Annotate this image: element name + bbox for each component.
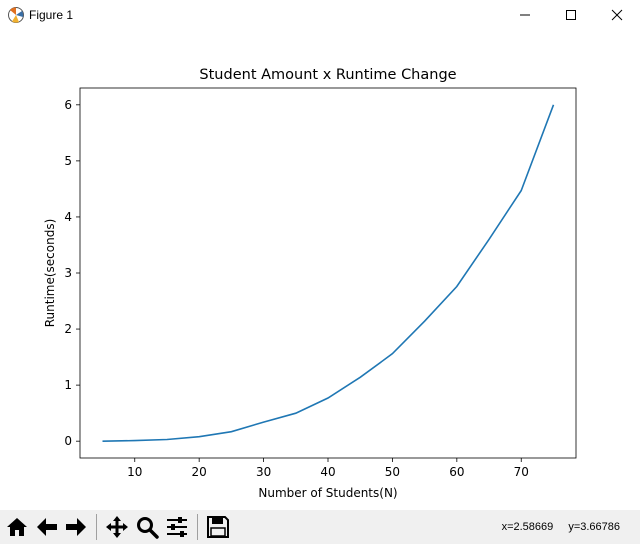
x-tick-label: 60 <box>449 465 464 479</box>
y-axis-label: Runtime(seconds) <box>43 219 57 328</box>
series-line <box>102 104 555 442</box>
cursor-coordinates: x=2.58669 y=3.66786 <box>490 521 620 533</box>
y-tick-label: 6 <box>64 98 72 112</box>
forward-button[interactable] <box>62 513 90 541</box>
figure-canvas[interactable]: Student Amount x Runtime Change 10 20 30 40… <box>0 30 640 510</box>
x-tick-label: 70 <box>514 465 529 479</box>
window-title-bar: Figure 1 <box>0 0 640 30</box>
x-coordinate-readout: x=2.58669 <box>501 521 554 533</box>
x-tick-label: 20 <box>192 465 207 479</box>
chart-title: Student Amount x Runtime Change <box>199 67 456 83</box>
forward-arrow-icon <box>66 518 86 536</box>
minimize-icon <box>520 14 530 16</box>
matplotlib-icon <box>7 6 25 24</box>
y-tick-label: 2 <box>64 322 72 336</box>
axes-frame <box>79 87 577 459</box>
back-button[interactable] <box>33 513 61 541</box>
pan-icon <box>106 516 128 538</box>
x-tick-label: 50 <box>385 465 400 479</box>
maximize-button[interactable] <box>548 0 594 30</box>
line-chart: Student Amount x Runtime Change 10 20 30 40… <box>43 67 577 500</box>
close-button[interactable] <box>594 0 640 30</box>
configure-subplots-icon <box>167 517 187 537</box>
configure-subplots-button[interactable] <box>163 513 191 541</box>
minimize-button[interactable] <box>502 0 548 30</box>
navigation-toolbar: x=2.58669 y=3.66786 <box>0 510 640 544</box>
x-tick-label: 30 <box>256 465 271 479</box>
pan-button[interactable] <box>103 513 131 541</box>
x-axis-label: Number of Students(N) <box>258 486 397 500</box>
x-tick-label: 10 <box>127 465 142 479</box>
y-coordinate-readout: y=3.66786 <box>568 521 620 533</box>
maximize-icon <box>566 10 576 20</box>
save-button[interactable] <box>204 513 232 541</box>
save-icon <box>207 516 229 538</box>
y-tick-label: 5 <box>64 154 72 168</box>
zoom-button[interactable] <box>133 513 161 541</box>
window-title: Figure 1 <box>29 8 74 22</box>
toolbar-separator <box>197 514 198 540</box>
close-icon <box>611 9 623 21</box>
home-icon <box>7 518 27 536</box>
y-tick-label: 0 <box>64 434 72 448</box>
y-tick-label: 4 <box>64 210 72 224</box>
y-tick-label: 1 <box>64 378 72 392</box>
home-button[interactable] <box>3 513 31 541</box>
zoom-icon <box>137 517 159 539</box>
x-tick-label: 40 <box>320 465 335 479</box>
back-arrow-icon <box>37 518 57 536</box>
toolbar-separator <box>96 514 97 540</box>
y-tick-label: 3 <box>64 266 72 280</box>
